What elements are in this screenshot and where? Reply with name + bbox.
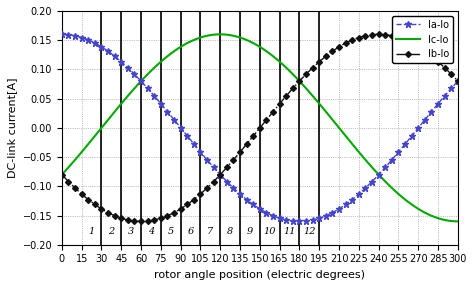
Ic-lo: [375, 172, 381, 176]
Ib-lo: [59, 173, 64, 176]
Ib-lo: [204, 186, 210, 190]
Ia-lo: [138, 79, 144, 83]
Text: 6: 6: [187, 227, 194, 236]
Line: Ic-lo: Ic-lo: [62, 34, 458, 221]
Text: 8: 8: [227, 227, 233, 236]
Ia-lo: [59, 33, 64, 36]
Text: 10: 10: [264, 227, 276, 236]
Ib-lo: [303, 73, 309, 76]
Ic-lo: [219, 33, 225, 36]
Text: 3: 3: [128, 227, 134, 236]
Ic-lo: [368, 164, 374, 168]
Ic-lo: [218, 33, 223, 36]
Text: 5: 5: [168, 227, 174, 236]
Ib-lo: [415, 45, 421, 49]
Text: 2: 2: [108, 227, 115, 236]
Ic-lo: [455, 220, 461, 223]
Ia-lo: [151, 94, 157, 98]
Ic-lo: [100, 125, 105, 129]
Ia-lo: [270, 214, 276, 218]
Ia-lo: [303, 219, 309, 223]
Ia-lo: [198, 150, 203, 154]
Ia-lo: [409, 134, 414, 138]
Ib-lo: [145, 219, 151, 223]
Ib-lo: [277, 102, 283, 105]
Text: 12: 12: [303, 227, 316, 236]
Text: 9: 9: [247, 227, 253, 236]
Text: 11: 11: [283, 227, 296, 236]
Legend: Ia-lo, Ic-lo, Ib-lo: Ia-lo, Ic-lo, Ib-lo: [392, 16, 453, 63]
Ia-lo: [297, 220, 302, 223]
Line: Ib-lo: Ib-lo: [60, 32, 460, 224]
Line: Ia-lo: Ia-lo: [58, 31, 461, 225]
Ib-lo: [138, 220, 144, 223]
Ia-lo: [455, 79, 461, 83]
Ib-lo: [158, 216, 164, 220]
Text: 7: 7: [207, 227, 213, 236]
Ib-lo: [455, 79, 461, 83]
Y-axis label: DC-link current[A]: DC-link current[A]: [7, 77, 17, 178]
Ic-lo: [234, 35, 239, 38]
Ic-lo: [59, 173, 64, 176]
Ib-lo: [376, 33, 382, 36]
X-axis label: rotor angle position (electric degrees): rotor angle position (electric degrees): [155, 270, 365, 280]
Ic-lo: [331, 120, 337, 124]
Text: 1: 1: [89, 227, 95, 236]
Text: 4: 4: [148, 227, 154, 236]
